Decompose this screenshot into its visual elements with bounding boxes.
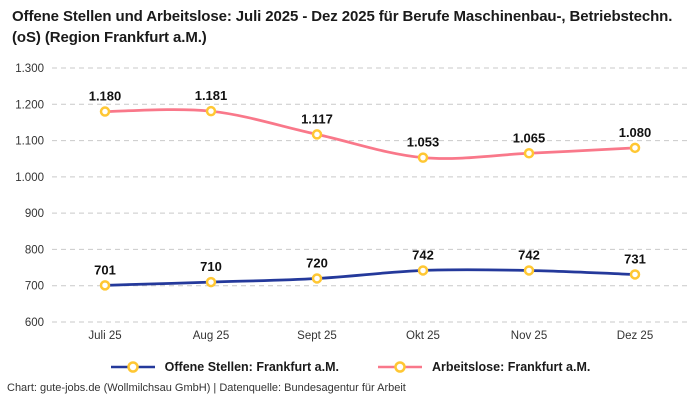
data-point-marker (311, 273, 323, 284)
data-point-marker (417, 152, 429, 163)
data-point-marker (629, 142, 641, 154)
legend-circle-0 (126, 361, 139, 373)
series-line-0 (103, 268, 637, 287)
legend-item-arbeitslose: Arbeitslose: Frankfurt a.M. (377, 360, 590, 374)
x-tick-label: Juli 25 (88, 330, 121, 342)
legend-line-marker-icon (377, 361, 422, 373)
series-line-1 (103, 108, 637, 160)
y-tick-label: 1.200 (15, 99, 44, 111)
x-tick-label: Dez 25 (617, 330, 653, 342)
legend-item-offene-stellen: Offene Stellen: Frankfurt a.M. (110, 360, 339, 374)
chart-title: Offene Stellen und Arbeitslose: Juli 202… (12, 8, 673, 47)
legend-circle-1 (394, 361, 406, 373)
y-tick-label: 700 (25, 281, 44, 293)
data-label: 731 (624, 251, 646, 266)
data-label: 1.080 (619, 125, 652, 140)
x-tick-label: Aug 25 (193, 330, 229, 342)
legend-line-marker-icon (110, 361, 155, 373)
attribution: Chart: gute-jobs.de (Wollmilchsau GmbH) … (7, 382, 406, 394)
legend-label-offene-stellen: Offene Stellen: Frankfurt a.M. (164, 360, 339, 374)
data-label: 701 (94, 262, 116, 277)
data-point-marker (523, 265, 535, 276)
data-point-marker (99, 106, 111, 117)
data-label: 1.181 (195, 88, 228, 103)
data-point-marker (99, 280, 111, 291)
data-point-marker (629, 269, 641, 280)
data-point-marker (205, 105, 217, 117)
data-point-marker (417, 265, 429, 276)
data-label: 1.065 (513, 130, 546, 145)
legend: Offene Stellen: Frankfurt a.M. Arbeitslo… (0, 357, 700, 377)
data-point-marker (523, 148, 535, 159)
y-tick-label: 1.000 (15, 172, 44, 184)
data-label: 742 (518, 247, 540, 262)
data-label: 1.053 (407, 135, 440, 150)
line-chart: 600 700 800 900 1.000 1.100 1.200 1.300 Juli 25 A… (15, 63, 688, 342)
x-tick-label: Nov 25 (511, 330, 547, 342)
x-tick-label: Sept 25 (297, 330, 337, 342)
data-label: 720 (306, 255, 328, 270)
x-tick-label: Okt 25 (406, 330, 440, 342)
data-point-marker (311, 129, 323, 140)
data-label: 1.180 (89, 89, 122, 104)
y-tick-label: 900 (25, 208, 44, 220)
y-tick-label: 1.100 (15, 136, 44, 148)
y-tick-label: 600 (25, 317, 44, 329)
y-tick-label: 1.300 (15, 63, 44, 75)
legend-label-arbeitslose: Arbeitslose: Frankfurt a.M. (431, 360, 591, 374)
y-tick-label: 800 (25, 244, 44, 256)
data-label: 710 (200, 259, 222, 274)
data-point-marker (205, 276, 217, 288)
data-label: 1.117 (301, 111, 333, 126)
data-label: 742 (412, 247, 434, 262)
